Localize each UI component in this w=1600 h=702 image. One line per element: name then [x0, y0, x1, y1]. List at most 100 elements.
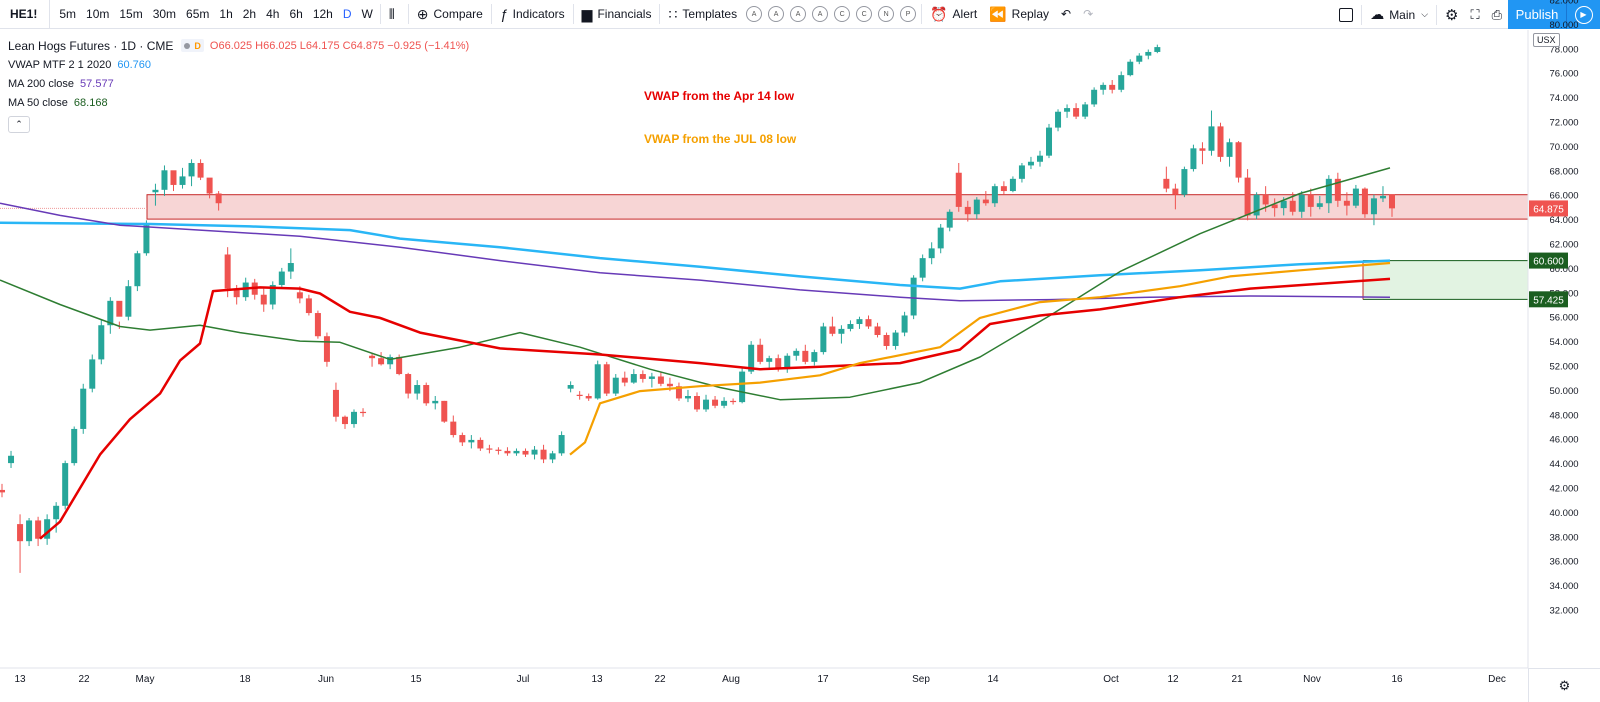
- timeframe-30m[interactable]: 30m: [152, 7, 177, 21]
- axis-settings-button[interactable]: ⚙: [1528, 668, 1600, 702]
- redo-icon: ↷: [1083, 7, 1094, 21]
- chart-annotation: VWAP from the JUL 08 low: [644, 132, 797, 146]
- divider: [1436, 4, 1438, 25]
- chevron-up-icon: ⌃: [15, 119, 23, 129]
- candle: [784, 353, 791, 373]
- last-price-label-bg: [1529, 200, 1568, 217]
- legend-indicator-row[interactable]: MA 50 close 68.168: [8, 93, 469, 112]
- candle: [260, 288, 267, 312]
- candle-body: [468, 439, 475, 443]
- legend-indicator-row[interactable]: MA 200 close 57.577: [8, 74, 469, 93]
- redo-button[interactable]: ↷: [1077, 0, 1099, 29]
- candle: [585, 393, 592, 401]
- symbol-search-button[interactable]: HE1!: [0, 0, 51, 29]
- delayed-badge[interactable]: D: [181, 39, 204, 52]
- fullscreen-layout-button[interactable]: [1333, 0, 1359, 29]
- study-badge-a[interactable]: A: [790, 6, 807, 22]
- candle-body: [513, 450, 520, 454]
- candle-body: [8, 455, 15, 464]
- legend-symbol-title: Lean Hogs Futures · 1D · CME: [8, 38, 174, 53]
- timeframe-1h[interactable]: 1h: [219, 7, 233, 21]
- candle-body: [757, 344, 764, 362]
- replay-button[interactable]: ⏪ Replay: [983, 0, 1055, 29]
- candle: [1082, 101, 1089, 120]
- play-button[interactable]: ▶: [1566, 0, 1600, 29]
- candle-body: [504, 450, 511, 454]
- candle: [80, 383, 87, 434]
- candle: [757, 338, 764, 365]
- study-badge-n[interactable]: N: [878, 6, 895, 22]
- candle-body: [1316, 203, 1323, 207]
- candle: [712, 396, 719, 409]
- candle-body: [341, 416, 348, 425]
- timeframe-w[interactable]: W: [361, 7, 373, 21]
- timeframe-10m[interactable]: 10m: [86, 7, 110, 21]
- candle: [378, 352, 385, 366]
- timeframe-4h[interactable]: 4h: [266, 7, 280, 21]
- templates-button[interactable]: ∷ Templates: [662, 0, 743, 29]
- time-axis: [0, 668, 1528, 702]
- compare-label: Compare: [433, 7, 483, 21]
- time-tick-label: 16: [1391, 674, 1403, 685]
- publish-button[interactable]: Publish: [1508, 0, 1566, 29]
- study-badge-a[interactable]: A: [812, 6, 829, 22]
- candle-body: [387, 356, 394, 365]
- candle-body: [26, 520, 33, 542]
- timeframe-2h[interactable]: 2h: [242, 7, 257, 21]
- candle: [405, 372, 412, 399]
- candle-body: [1307, 194, 1314, 207]
- candle-body: [784, 355, 791, 370]
- candle-body: [883, 335, 890, 346]
- compare-button[interactable]: ⊕ Compare: [411, 0, 489, 29]
- financials-button[interactable]: ▆ Financials: [576, 0, 658, 29]
- currency-label[interactable]: USX: [1533, 33, 1560, 47]
- time-tick-label: 18: [239, 674, 251, 685]
- timeframe-6h[interactable]: 6h: [289, 7, 303, 21]
- timeframe-65m[interactable]: 65m: [186, 7, 210, 21]
- candle-body: [405, 374, 412, 394]
- legend-collapse-button[interactable]: ⌃: [8, 116, 30, 133]
- timeframe-15m[interactable]: 15m: [119, 7, 143, 21]
- price-tick-label: 50.000: [1549, 386, 1578, 397]
- candle-body: [748, 344, 755, 372]
- fullscreen-button[interactable]: ⛶: [1464, 0, 1485, 29]
- study-badge-a[interactable]: A: [768, 6, 785, 22]
- price-tick-label: 48.000: [1549, 410, 1578, 421]
- timeframe-12h[interactable]: 12h: [312, 7, 333, 21]
- candle-body: [1352, 188, 1359, 206]
- study-badge-p[interactable]: P: [900, 6, 917, 22]
- undo-button[interactable]: ↶: [1055, 0, 1077, 29]
- settings-button[interactable]: ⚙: [1439, 0, 1464, 29]
- square-icon: [1339, 7, 1354, 22]
- candle-body: [1091, 89, 1098, 105]
- chart-style-button[interactable]: ⫴: [383, 0, 406, 29]
- expand-icon: ⛶: [1470, 6, 1480, 22]
- timeframe-5m[interactable]: 5m: [59, 7, 77, 21]
- candle-body: [1055, 111, 1062, 128]
- ma50-line: [0, 167, 1391, 401]
- study-badge-c[interactable]: C: [856, 6, 873, 22]
- price-axis: [1528, 30, 1600, 668]
- alert-label: Alert: [952, 7, 978, 21]
- timeframe-d[interactable]: D: [342, 7, 352, 21]
- layout-select[interactable]: ☁ Main ⌵: [1364, 0, 1434, 29]
- alert-button[interactable]: ⏰ Alert: [924, 0, 983, 29]
- study-badge-a[interactable]: A: [746, 6, 763, 22]
- gear-icon: ⚙: [1558, 677, 1571, 693]
- study-badge-c[interactable]: C: [834, 6, 851, 22]
- candle-body: [71, 428, 78, 464]
- indicators-button[interactable]: ƒ Indicators: [494, 0, 571, 29]
- divider: [379, 4, 381, 24]
- candle-body: [305, 298, 312, 314]
- legend-indicator-row[interactable]: VWAP MTF 2 1 2020 60.760: [8, 55, 469, 74]
- plus-circle-icon: ⊕: [416, 5, 429, 22]
- financials-label: Financials: [597, 7, 652, 21]
- snapshot-button[interactable]: ⎙: [1486, 0, 1508, 29]
- candle-body: [1208, 126, 1215, 151]
- candle-body: [531, 449, 538, 455]
- candle: [630, 369, 637, 384]
- chevron-down-icon: ⌵: [1421, 9, 1429, 19]
- candle-body: [188, 162, 195, 177]
- price-tick-label: 64.000: [1549, 215, 1578, 226]
